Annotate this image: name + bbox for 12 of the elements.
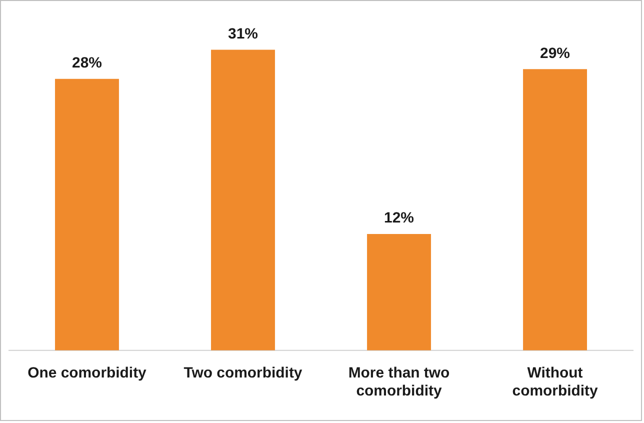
x-tick-label: More than two comorbidity xyxy=(348,364,450,400)
bar xyxy=(211,50,275,350)
bar xyxy=(367,234,431,350)
data-label: 12% xyxy=(384,210,414,227)
data-label: 28% xyxy=(72,54,102,72)
data-label: 29% xyxy=(540,44,570,62)
x-tick-label: Two comorbidity xyxy=(184,364,303,382)
bar xyxy=(523,69,587,350)
bar xyxy=(55,78,119,350)
x-tick-label: One comorbidity xyxy=(28,364,148,382)
x-tick-label: Without comorbidity xyxy=(512,364,598,400)
data-label: 31% xyxy=(228,25,258,42)
